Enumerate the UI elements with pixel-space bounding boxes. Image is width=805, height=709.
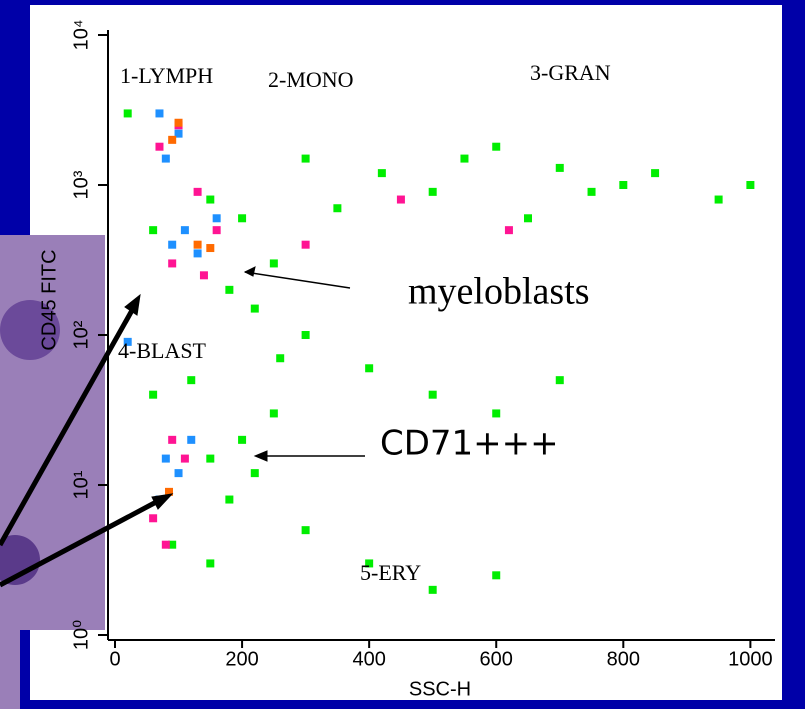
annotation: 4-BLAST <box>118 338 207 363</box>
point <box>301 240 310 249</box>
point <box>168 240 177 249</box>
point <box>206 559 215 568</box>
x-tick-label: 1000 <box>728 648 773 670</box>
y-tick-label: 10³ <box>70 170 92 199</box>
y-tick-label: 10⁰ <box>70 620 92 650</box>
point <box>365 559 374 568</box>
point <box>168 435 177 444</box>
point <box>165 487 174 496</box>
point <box>460 154 469 163</box>
point <box>174 129 183 138</box>
point <box>428 585 437 594</box>
point <box>155 142 164 151</box>
point <box>651 169 660 178</box>
point <box>123 109 132 118</box>
point <box>193 187 202 196</box>
point <box>250 469 259 478</box>
point <box>504 226 513 235</box>
y-axis-label: CD45 FITC <box>38 249 60 350</box>
cell <box>0 535 40 585</box>
point <box>206 195 215 204</box>
point <box>365 364 374 373</box>
point <box>212 214 221 223</box>
annotation: 3-GRAN <box>530 60 611 85</box>
y-tick-label: 10⁴ <box>70 20 92 51</box>
point <box>301 331 310 339</box>
cell <box>0 300 60 360</box>
point <box>149 226 158 235</box>
point <box>187 376 196 385</box>
point <box>301 154 310 163</box>
point <box>555 163 564 172</box>
point <box>269 409 278 418</box>
point <box>238 435 247 444</box>
x-tick-label: 800 <box>607 648 640 670</box>
point <box>428 390 437 399</box>
point <box>333 204 342 213</box>
point <box>168 540 177 549</box>
point <box>161 454 170 463</box>
point <box>524 214 533 223</box>
x-axis-label: SSC-H <box>409 678 471 700</box>
point <box>587 187 596 196</box>
point <box>187 435 196 444</box>
point <box>161 154 170 163</box>
point <box>250 304 259 313</box>
point <box>206 244 215 253</box>
annotation: 1-LYMPH <box>120 63 213 88</box>
point <box>492 571 501 580</box>
point <box>238 214 247 223</box>
x-tick-label: 600 <box>480 648 513 670</box>
point <box>301 526 310 535</box>
point <box>269 259 278 268</box>
point <box>193 240 202 249</box>
x-tick-label: 200 <box>225 648 258 670</box>
micrograph <box>0 630 20 709</box>
point <box>746 181 755 189</box>
point <box>619 181 628 189</box>
annotation: 5-ERY <box>360 560 421 585</box>
plot-background <box>30 5 782 700</box>
point <box>396 195 405 204</box>
point <box>174 469 183 478</box>
point <box>492 409 501 418</box>
point <box>155 109 164 118</box>
point <box>193 249 202 258</box>
annotation: 2-MONO <box>268 67 354 92</box>
point <box>428 187 437 196</box>
point <box>161 540 170 549</box>
point <box>377 169 386 178</box>
point <box>168 259 177 268</box>
y-tick-label: 10² <box>70 320 92 349</box>
annotation: CD71+++ <box>380 424 559 464</box>
point <box>199 271 208 280</box>
point <box>174 118 183 127</box>
point <box>276 354 285 363</box>
x-tick-label: 400 <box>352 648 385 670</box>
point <box>212 226 221 235</box>
point <box>149 514 158 523</box>
point <box>180 454 189 463</box>
point <box>123 337 132 346</box>
point <box>180 226 189 235</box>
point <box>225 495 234 504</box>
point <box>149 390 158 399</box>
point <box>206 454 215 463</box>
arrows <box>0 266 365 588</box>
point <box>225 285 234 294</box>
annotation: myeloblasts <box>408 271 590 313</box>
x-tick-label: 0 <box>109 648 120 670</box>
point <box>168 135 177 144</box>
point <box>492 142 501 151</box>
y-tick-label: 10¹ <box>70 470 92 499</box>
point <box>714 195 723 204</box>
point <box>555 376 564 385</box>
